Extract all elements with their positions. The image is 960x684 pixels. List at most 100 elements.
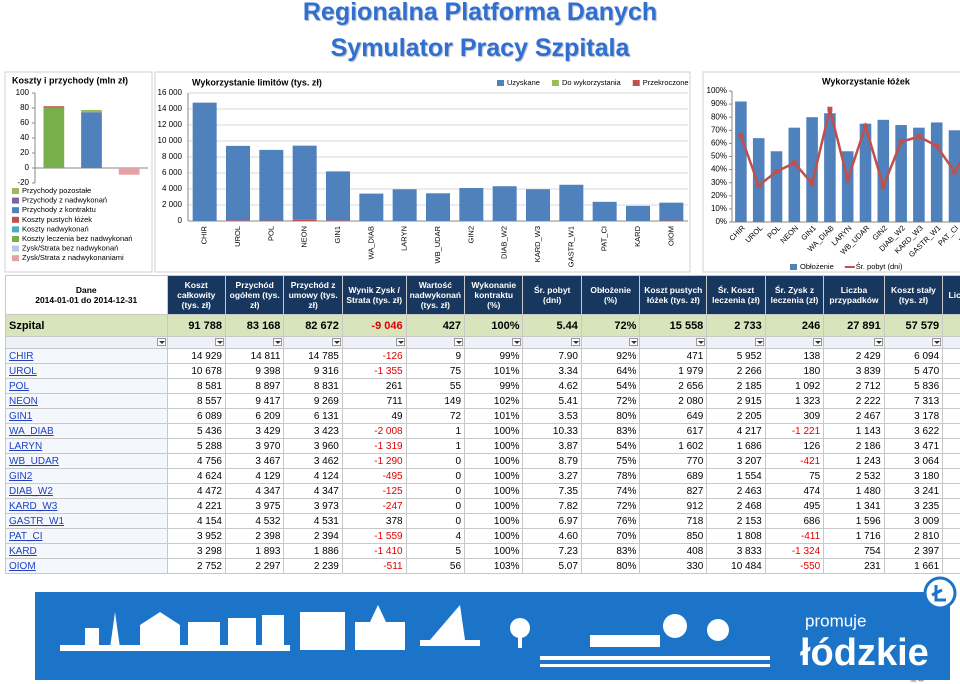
cell: 55 <box>405 378 466 394</box>
filter-cell <box>883 336 944 349</box>
cell: 72 <box>405 408 466 424</box>
row-name[interactable]: LARYN <box>5 438 168 454</box>
cell: 6 094 <box>883 348 944 364</box>
cell: 7.35 <box>522 483 582 499</box>
filter-dropdown[interactable] <box>454 338 464 346</box>
header-cell: Śr. pobyt (dni) <box>522 275 582 315</box>
cell: -1 355 <box>341 363 407 379</box>
cell: 850 <box>639 528 708 544</box>
filter-dropdown[interactable] <box>214 338 224 346</box>
y-tick-label: 0 <box>25 163 30 172</box>
cell: 8 831 <box>283 378 343 394</box>
y-tick-label: 40% <box>711 165 727 174</box>
row-name[interactable]: WB_UDAR <box>5 453 168 469</box>
bar <box>43 106 65 108</box>
cell: 7 313 <box>883 393 944 409</box>
y-tick-label: 0% <box>715 217 727 226</box>
cell: 6 089 <box>166 408 226 424</box>
bar <box>326 220 350 221</box>
row-name[interactable]: WA_DIAB <box>5 423 168 439</box>
cell: 8 581 <box>166 378 226 394</box>
cell: 617 <box>639 423 708 439</box>
y-tick-label: 16 000 <box>158 88 183 97</box>
row-name[interactable]: UROL <box>5 363 168 379</box>
cell: -1 410 <box>341 543 407 559</box>
cell: 10 484 <box>706 558 766 574</box>
row-name[interactable]: POL <box>5 378 168 394</box>
header-cell: Koszt stały (tys. zł) <box>883 275 944 315</box>
cell: 103% <box>464 558 524 574</box>
filter-dropdown[interactable] <box>570 338 580 346</box>
legend-label: Koszty pustych łóżek <box>22 215 92 224</box>
row-name[interactable]: GIN2 <box>5 468 168 484</box>
data-row: POL 8 581 8 897 8 831 261 55 99% 4.62 54% 2 656 2 … <box>5 378 960 394</box>
filter-dropdown[interactable] <box>813 338 823 346</box>
row-name[interactable]: OIOM <box>5 558 168 574</box>
bar <box>948 130 960 222</box>
filter-dropdown[interactable] <box>873 338 883 346</box>
cell: 7.90 <box>522 348 582 364</box>
cell: 0 <box>405 513 466 529</box>
legend-swatch <box>12 188 19 194</box>
cell: 54% <box>580 438 641 454</box>
bar <box>259 149 284 221</box>
legend-swatch <box>632 80 640 86</box>
total-cell: 91 788 <box>166 314 226 337</box>
total-cell: 100% <box>464 314 524 337</box>
header-cell: Liczba łóżek <box>942 275 960 315</box>
cell: 4 532 <box>224 513 285 529</box>
cell: 3.34 <box>522 363 582 379</box>
bar <box>292 219 317 221</box>
x-tick-label: WA_DIAB <box>366 226 375 259</box>
filter-dropdown[interactable] <box>696 338 706 346</box>
row-name[interactable]: KARD <box>5 543 168 559</box>
cell: 2 205 <box>706 408 766 424</box>
cell: 10 678 <box>166 363 226 379</box>
filter-dropdown[interactable] <box>331 338 341 346</box>
chart: Wykorzystanie limitów (tys. zł) 0 2 000 4 0… <box>158 77 689 267</box>
bar <box>770 151 783 222</box>
filter-dropdown[interactable] <box>395 338 405 346</box>
cell: 4 <box>405 528 466 544</box>
filter-dropdown[interactable] <box>932 338 942 346</box>
row-name[interactable]: NEON <box>5 393 168 409</box>
y-tick-label: 12 000 <box>158 120 183 129</box>
row-name[interactable]: KARD_W3 <box>5 498 168 514</box>
filter-dropdown[interactable] <box>754 338 764 346</box>
cell: 72% <box>580 393 641 409</box>
filter-dropdown[interactable] <box>273 338 283 346</box>
filter-cell <box>283 336 343 349</box>
data-row: KARD 3 298 1 893 1 886 -1 410 5 100% 7.23 83% 408… <box>5 543 960 559</box>
row-name[interactable]: GASTR_W1 <box>5 513 168 529</box>
y-tick-label: 6 000 <box>162 168 183 177</box>
cell: 64% <box>580 363 641 379</box>
cell: 5 288 <box>166 438 226 454</box>
header-cell: Dane 2014-01-01 do 2014-12-31 <box>5 275 168 315</box>
filter-cell <box>639 336 708 349</box>
cell: 2 153 <box>706 513 766 529</box>
legend-label: Przekroczone <box>643 78 689 87</box>
y-tick-label: 10% <box>711 204 727 213</box>
cell: 1 143 <box>823 423 885 439</box>
line-marker <box>880 183 886 189</box>
total-cell: 83 168 <box>224 314 285 337</box>
cell: 100% <box>464 483 524 499</box>
row-name[interactable]: GIN1 <box>5 408 168 424</box>
cell: 2 915 <box>706 393 766 409</box>
period-label: 2014-01-01 do 2014-12-31 <box>35 295 138 305</box>
cell: 8 557 <box>166 393 226 409</box>
row-name[interactable]: CHIR <box>5 348 168 364</box>
row-name[interactable]: PAT_CI <box>5 528 168 544</box>
filter-dropdown[interactable] <box>512 338 522 346</box>
filter-dropdown[interactable] <box>156 338 166 346</box>
cell: 1 979 <box>639 363 708 379</box>
chart-title: Wykorzystanie limitów (tys. zł) <box>192 77 322 87</box>
row-name[interactable]: DIAB_W2 <box>5 483 168 499</box>
legend-label: Koszty leczenia bez nadwykonań <box>22 234 132 243</box>
cell: 2 397 <box>883 543 944 559</box>
cell: 711 <box>341 393 407 409</box>
cell: 100% <box>464 423 524 439</box>
bar <box>392 189 417 221</box>
filter-dropdown[interactable] <box>629 338 639 346</box>
cell: 18 <box>942 543 960 559</box>
